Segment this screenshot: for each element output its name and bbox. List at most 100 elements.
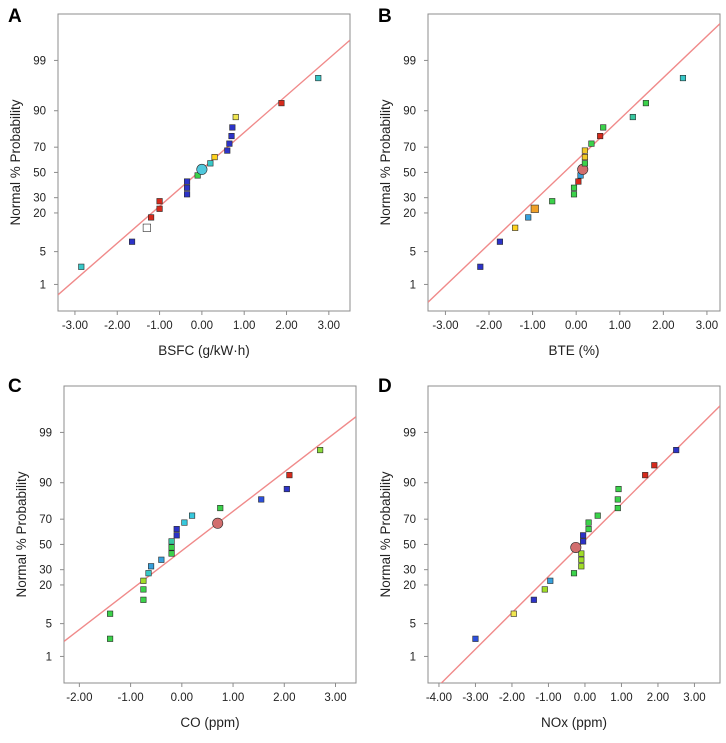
data-point — [145, 570, 152, 577]
data-point — [614, 505, 621, 512]
y-tick-label: 99 — [403, 55, 416, 67]
data-point — [580, 538, 587, 545]
data-point — [570, 191, 578, 198]
y-tick-label: 1 — [410, 651, 416, 663]
x-tick-label: 0.00 — [191, 320, 213, 332]
data-point-center — [570, 541, 582, 553]
data-point — [679, 75, 687, 82]
x-tick-label: 2.00 — [275, 320, 297, 332]
x-tick-label: 3.00 — [683, 692, 705, 704]
x-tick-label: -3.00 — [432, 320, 458, 332]
panel-letter: C — [8, 376, 22, 397]
data-point — [173, 526, 180, 533]
x-tick-label: 3.00 — [696, 320, 718, 332]
panel-letter: D — [378, 376, 392, 397]
data-point — [142, 223, 151, 232]
y-axis-label: Normal % Probability — [14, 471, 29, 597]
plot-frame — [427, 385, 721, 684]
x-tick-label: 3.00 — [318, 320, 340, 332]
data-point — [158, 556, 165, 563]
y-tick-label: 99 — [39, 427, 52, 439]
x-tick-label: -1.00 — [117, 692, 143, 704]
data-point — [581, 160, 588, 167]
data-point — [184, 178, 191, 185]
y-tick-label: 90 — [403, 478, 416, 490]
data-point — [228, 133, 235, 140]
y-axis-label: Normal % Probability — [378, 471, 393, 597]
data-point — [581, 154, 588, 161]
y-tick-label: 30 — [33, 193, 46, 205]
data-point — [547, 577, 554, 584]
data-point — [211, 154, 218, 161]
x-axis-label: BSFC (g/kW·h) — [158, 343, 250, 358]
data-point — [549, 198, 556, 205]
data-point — [173, 532, 180, 539]
data-point — [226, 140, 233, 147]
data-point — [181, 519, 188, 526]
x-tick-label: -3.00 — [62, 320, 88, 332]
y-tick-label: 70 — [39, 514, 52, 526]
data-point — [578, 556, 585, 563]
x-axis-label: BTE (%) — [548, 343, 599, 358]
data-point — [496, 238, 503, 245]
y-tick-label: 5 — [40, 247, 46, 259]
y-tick-label: 20 — [33, 208, 46, 220]
y-tick-label: 5 — [410, 247, 416, 259]
y-tick-label: 1 — [410, 279, 416, 291]
data-point — [575, 178, 582, 185]
x-tick-label: -4.00 — [426, 692, 452, 704]
data-point-center — [196, 163, 208, 175]
data-point — [580, 532, 587, 539]
y-tick-label: 50 — [33, 167, 46, 179]
x-tick-label: 2.00 — [647, 692, 669, 704]
data-point — [148, 214, 155, 221]
plot-frame — [57, 13, 351, 312]
data-point — [594, 512, 601, 519]
data-point — [530, 596, 537, 603]
x-tick-label: 2.00 — [652, 320, 674, 332]
y-tick-label: 70 — [33, 142, 46, 154]
x-tick-label: -2.00 — [499, 692, 525, 704]
x-tick-label: 1.00 — [233, 320, 255, 332]
y-tick-label: 30 — [403, 193, 416, 205]
data-point — [315, 75, 322, 82]
plot-frame — [427, 13, 721, 312]
y-tick-label: 90 — [403, 106, 416, 118]
data-point — [585, 526, 592, 533]
data-point — [78, 263, 85, 270]
y-tick-label: 1 — [46, 651, 52, 663]
y-tick-label: 30 — [403, 565, 416, 577]
y-tick-label: 5 — [46, 619, 52, 631]
data-point — [184, 184, 191, 191]
x-axis-label: NOx (ppm) — [541, 715, 607, 730]
x-tick-label: 0.00 — [565, 320, 587, 332]
data-point — [189, 512, 196, 519]
data-point — [541, 586, 548, 593]
data-point — [229, 124, 236, 131]
data-point — [286, 472, 293, 479]
y-tick-label: 20 — [39, 580, 52, 592]
x-tick-label: -3.00 — [462, 692, 488, 704]
data-point — [107, 610, 114, 617]
data-point — [224, 147, 231, 154]
data-point — [651, 462, 658, 469]
data-point — [317, 447, 324, 454]
data-point — [600, 124, 607, 131]
fit-line — [428, 23, 720, 303]
plot-frame — [63, 385, 357, 684]
data-point — [642, 472, 649, 479]
data-point — [472, 635, 479, 642]
x-tick-label: -2.00 — [476, 320, 502, 332]
y-axis-label: Normal % Probability — [8, 99, 23, 225]
data-point — [477, 263, 484, 270]
y-tick-label: 50 — [403, 539, 416, 551]
data-point — [525, 214, 532, 221]
data-point — [510, 610, 517, 617]
data-point — [570, 184, 578, 191]
data-point — [168, 550, 175, 557]
x-tick-label: 1.00 — [609, 320, 631, 332]
data-point — [588, 140, 595, 147]
y-tick-label: 70 — [403, 514, 416, 526]
x-tick-label: -1.00 — [146, 320, 172, 332]
y-axis-label: Normal % Probability — [378, 99, 393, 225]
